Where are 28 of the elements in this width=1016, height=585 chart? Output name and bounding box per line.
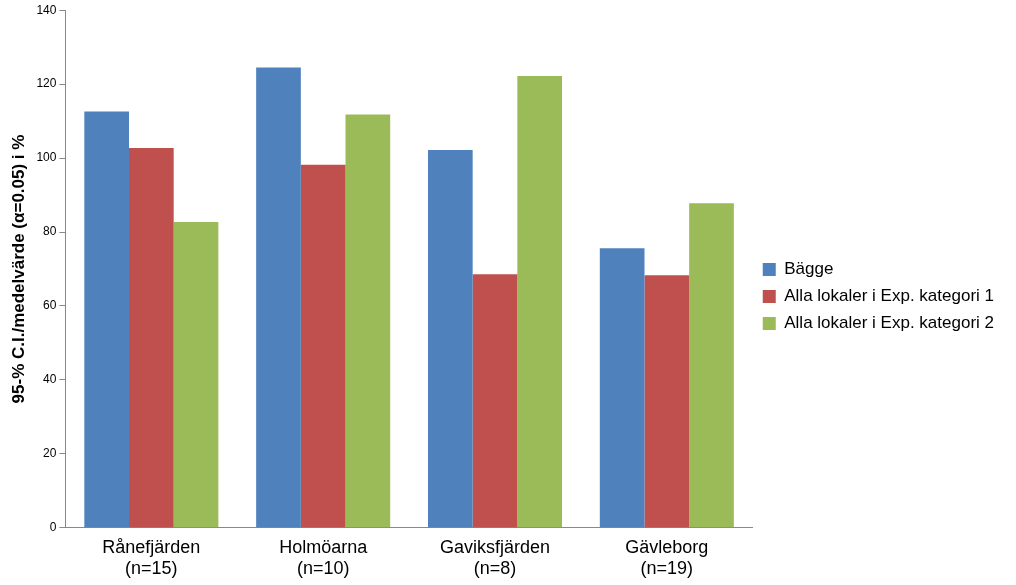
legend-label: Alla lokaler i Exp. kategori 1 <box>784 286 995 306</box>
legend-label: Bägge <box>784 259 834 279</box>
y-axis-title: 95-% C.I./medelvärde (α=0.05) i % <box>8 134 28 404</box>
bar <box>256 67 301 528</box>
bar <box>300 164 346 528</box>
bar <box>129 148 174 528</box>
y-tick-label: 120 <box>36 76 57 91</box>
bar <box>644 275 690 528</box>
x-tick-label: Gaviksfjärden (n=8) <box>439 536 551 579</box>
bar <box>599 248 645 528</box>
x-tick-label: Holmöarna (n=10) <box>279 536 369 579</box>
bar <box>173 222 219 528</box>
bar <box>345 114 391 528</box>
y-tick-label: 100 <box>36 150 57 165</box>
legend-label: Alla lokaler i Exp. kategori 2 <box>784 313 995 333</box>
x-tick-label: Rånefjärden (n=15) <box>102 536 201 579</box>
y-tick-label: 20 <box>43 446 57 461</box>
bar <box>517 76 563 528</box>
bar <box>689 203 734 528</box>
bar <box>427 149 473 528</box>
bar <box>472 274 518 528</box>
y-tick-label: 40 <box>43 372 57 387</box>
y-tick-label: 60 <box>43 298 57 313</box>
bar <box>84 111 129 528</box>
y-tick-label: 140 <box>36 2 57 17</box>
y-tick-label: 0 <box>49 520 57 535</box>
y-tick-label: 80 <box>43 224 57 239</box>
x-tick-label: Gävleborg (n=19) <box>625 536 709 579</box>
